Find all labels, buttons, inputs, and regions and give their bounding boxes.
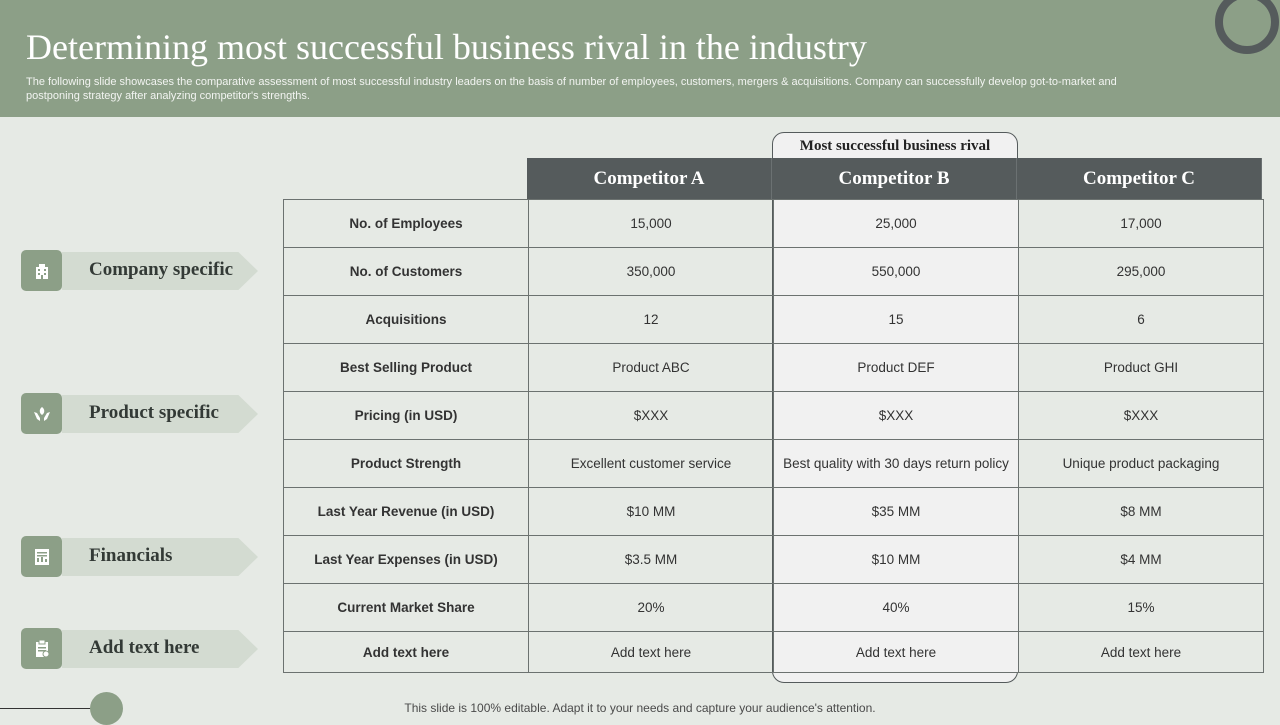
table-cell: Product ABC xyxy=(528,343,774,392)
category-label: Company specific xyxy=(89,259,234,280)
comparison-table: No. of Employees 15,000 25,000 17,000 No… xyxy=(283,199,1264,673)
table-cell: Product GHI xyxy=(1018,343,1264,392)
row-label: Pricing (in USD) xyxy=(283,391,529,440)
table-cell: $XXX xyxy=(1018,391,1264,440)
table-row: Current Market Share 20% 40% 15% xyxy=(283,583,1264,632)
table-row: Pricing (in USD) $XXX $XXX $XXX xyxy=(283,391,1264,440)
category-label: Add text here xyxy=(89,637,200,658)
table-cell: Add text here xyxy=(773,631,1019,673)
page-subtitle: The following slide showcases the compar… xyxy=(26,76,1117,102)
row-label: Last Year Revenue (in USD) xyxy=(283,487,529,536)
clipboard-icon xyxy=(21,628,62,669)
category-label: Financials xyxy=(89,545,173,566)
row-label: No. of Customers xyxy=(283,247,529,296)
category-label: Product specific xyxy=(89,402,219,423)
category-company-specific: Company specific xyxy=(21,250,261,291)
column-header: Competitor C xyxy=(1017,158,1262,199)
table-cell: Unique product packaging xyxy=(1018,439,1264,488)
table-row: Product Strength Excellent customer serv… xyxy=(283,439,1264,488)
table-row: No. of Customers 350,000 550,000 295,000 xyxy=(283,247,1264,296)
table-cell: $10 MM xyxy=(528,487,774,536)
row-label: Last Year Expenses (in USD) xyxy=(283,535,529,584)
table-cell: Excellent customer service xyxy=(528,439,774,488)
table-row: No. of Employees 15,000 25,000 17,000 xyxy=(283,199,1264,248)
table-row: Best Selling Product Product ABC Product… xyxy=(283,343,1264,392)
table-row: Add text here Add text here Add text her… xyxy=(283,631,1264,673)
table-cell: 15,000 xyxy=(528,199,774,248)
column-header: Competitor A xyxy=(527,158,772,199)
table-cell: Best quality with 30 days return policy xyxy=(773,439,1019,488)
table-cell: 295,000 xyxy=(1018,247,1264,296)
table-cell: $XXX xyxy=(773,391,1019,440)
table-cell: 350,000 xyxy=(528,247,774,296)
category-arrow xyxy=(62,252,258,290)
table-row: Last Year Expenses (in USD) $3.5 MM $10 … xyxy=(283,535,1264,584)
column-header: Competitor B xyxy=(772,158,1017,199)
category-arrow xyxy=(62,630,258,668)
category-financials: Financials xyxy=(21,536,261,577)
rival-highlight-label: Most successful business rival xyxy=(799,138,991,154)
footer-line xyxy=(0,708,92,709)
table-cell: 20% xyxy=(528,583,774,632)
table-cell: $35 MM xyxy=(773,487,1019,536)
table-cell: Add text here xyxy=(1018,631,1264,673)
table-cell: $4 MM xyxy=(1018,535,1264,584)
row-label: Acquisitions xyxy=(283,295,529,344)
building-icon xyxy=(21,250,62,291)
report-icon xyxy=(21,536,62,577)
category-add-text: Add text here xyxy=(21,628,261,669)
row-label: No. of Employees xyxy=(283,199,529,248)
category-product-specific: Product specific xyxy=(21,393,261,434)
table-cell: 40% xyxy=(773,583,1019,632)
category-arrow xyxy=(62,395,258,433)
row-label: Add text here xyxy=(283,631,529,673)
table-header: Competitor A Competitor B Competitor C xyxy=(527,158,1263,199)
category-arrow xyxy=(62,538,258,576)
table-cell: $10 MM xyxy=(773,535,1019,584)
table-cell: Product DEF xyxy=(773,343,1019,392)
header-banner: Determining most successful business riv… xyxy=(0,0,1280,117)
page-title: Determining most successful business riv… xyxy=(26,27,867,67)
row-label: Current Market Share xyxy=(283,583,529,632)
table-row: Last Year Revenue (in USD) $10 MM $35 MM… xyxy=(283,487,1264,536)
table-cell: $XXX xyxy=(528,391,774,440)
table-cell: 15% xyxy=(1018,583,1264,632)
table-cell: 17,000 xyxy=(1018,199,1264,248)
row-label: Product Strength xyxy=(283,439,529,488)
table-cell: $3.5 MM xyxy=(528,535,774,584)
hands-plant-icon xyxy=(21,393,62,434)
table-cell: 6 xyxy=(1018,295,1264,344)
table-cell: 15 xyxy=(773,295,1019,344)
decorative-ring xyxy=(1215,0,1279,54)
table-cell: 25,000 xyxy=(773,199,1019,248)
row-label: Best Selling Product xyxy=(283,343,529,392)
table-cell: $8 MM xyxy=(1018,487,1264,536)
table-cell: 12 xyxy=(528,295,774,344)
table-row: Acquisitions 12 15 6 xyxy=(283,295,1264,344)
table-cell: 550,000 xyxy=(773,247,1019,296)
table-cell: Add text here xyxy=(528,631,774,673)
footer-note: This slide is 100% editable. Adapt it to… xyxy=(404,701,876,715)
